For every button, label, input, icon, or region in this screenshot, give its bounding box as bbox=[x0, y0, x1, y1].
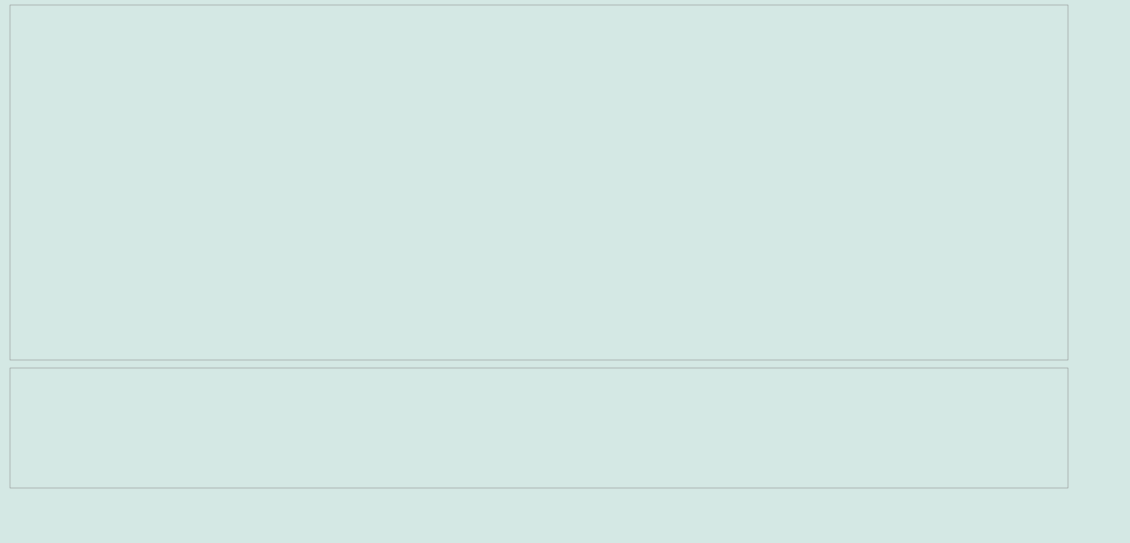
main-panel[interactable] bbox=[10, 5, 1068, 360]
chart-root bbox=[0, 0, 1130, 543]
chart-svg[interactable] bbox=[0, 0, 1130, 543]
macd-panel[interactable] bbox=[10, 368, 1068, 488]
